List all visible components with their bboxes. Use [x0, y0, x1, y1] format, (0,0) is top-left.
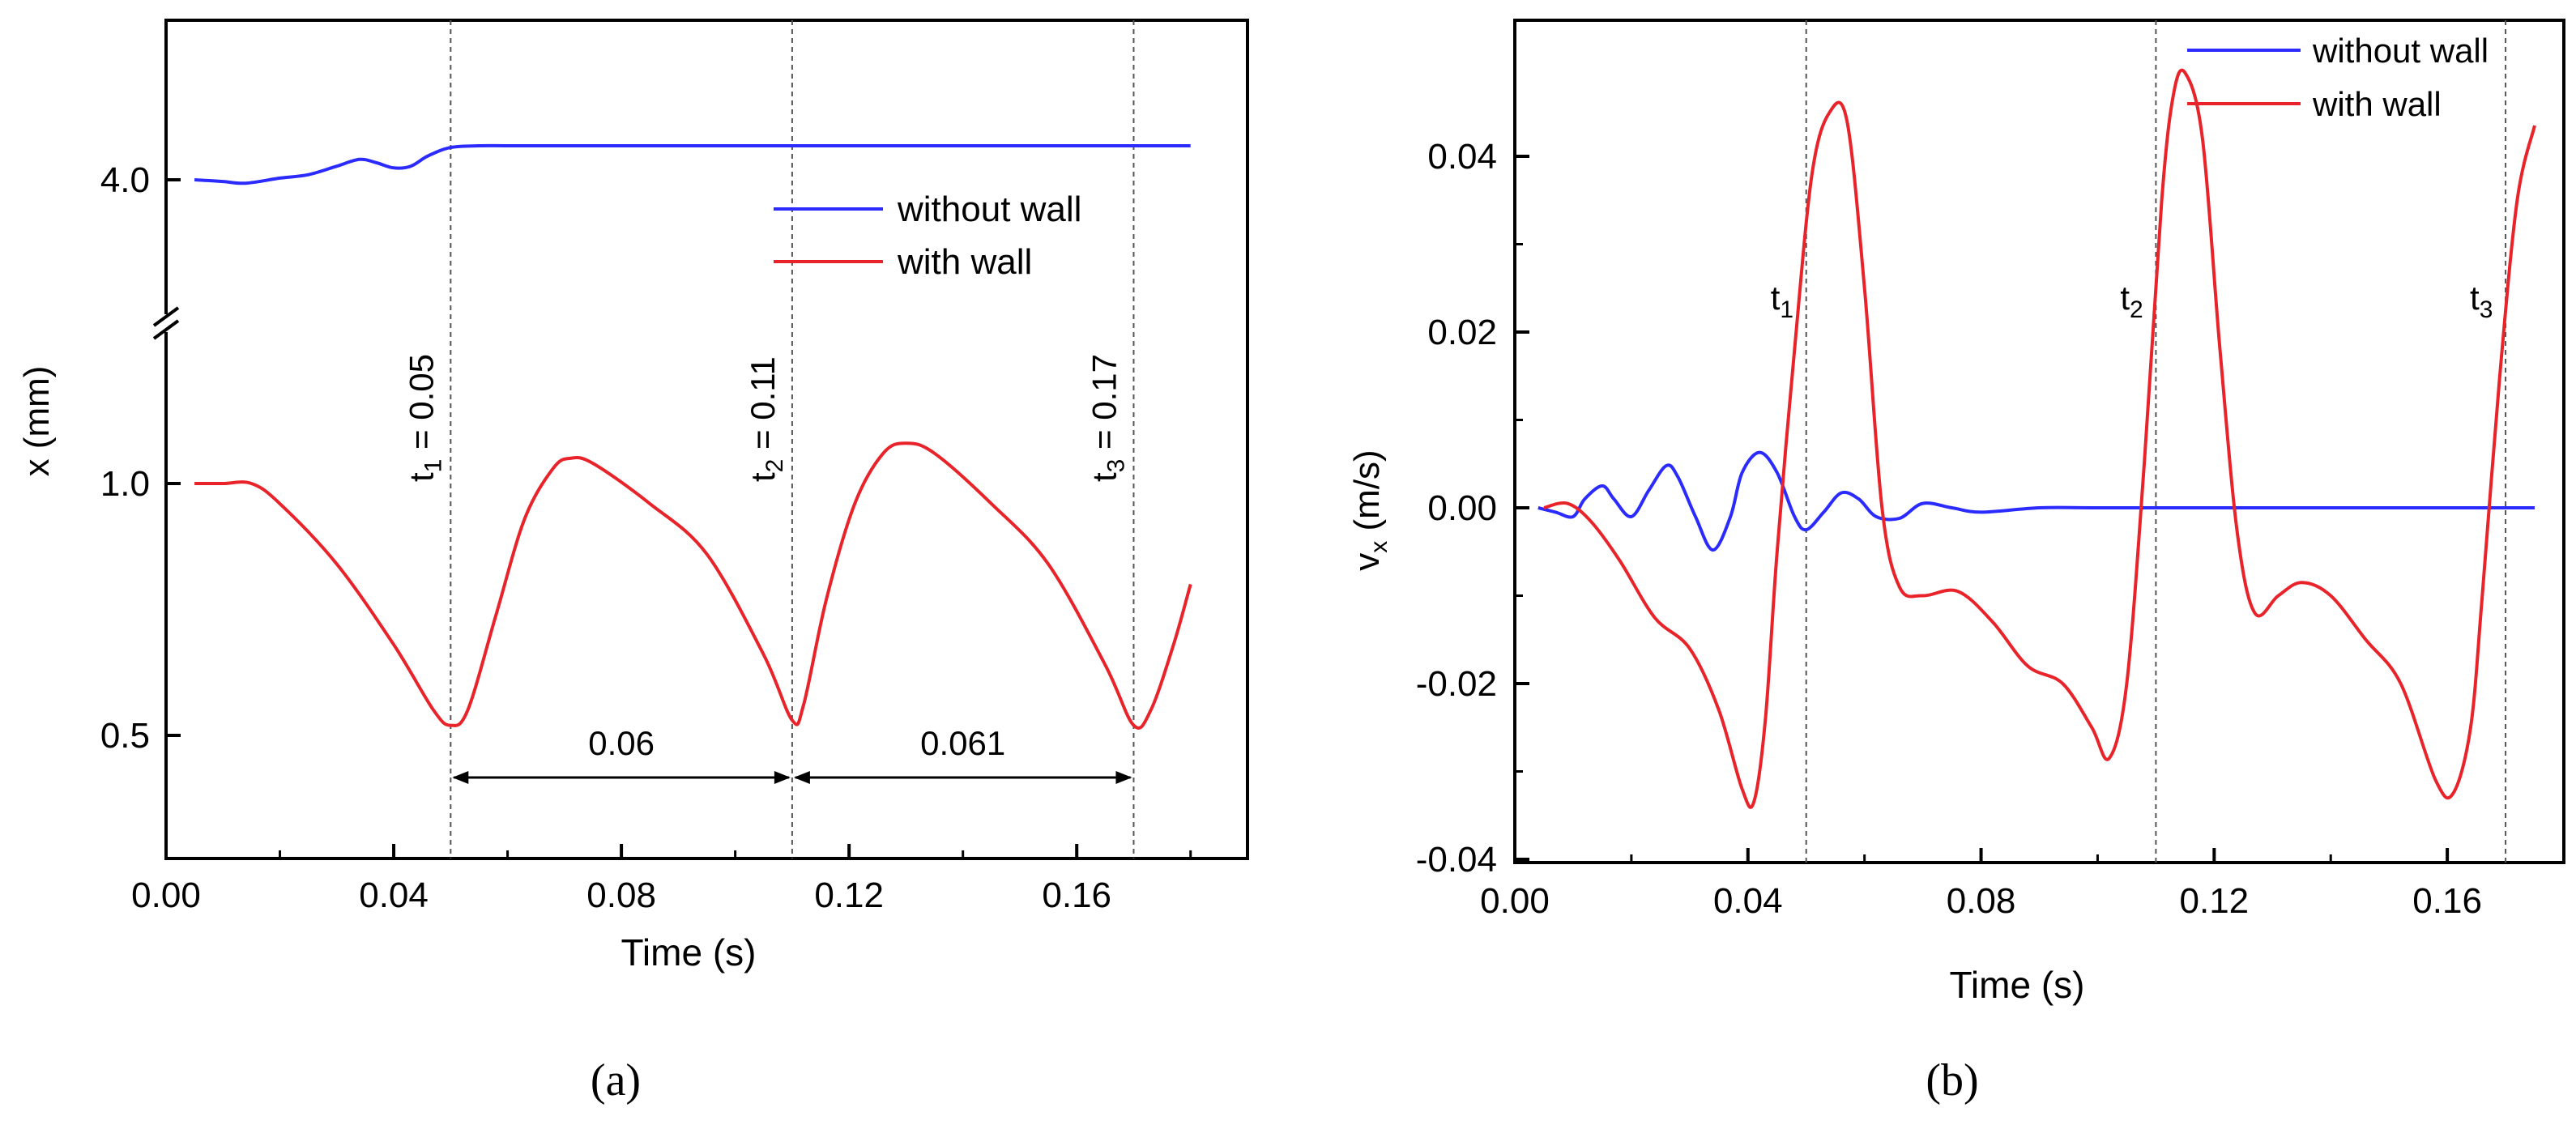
marker-label-t1: t1 — [1771, 279, 1793, 323]
panel-a-x-tick-label: 0.00 — [131, 876, 201, 915]
marker-label-t2: t2 — [2120, 279, 2143, 323]
panel-a-y-axis-label: x (mm) — [17, 366, 57, 477]
panel-b-x-tick-label: 0.00 — [1480, 881, 1550, 921]
marker-label-t3: t3 = 0.17 — [1085, 354, 1129, 482]
y-label-sub: x — [1366, 541, 1392, 553]
marker-value: = 0.17 — [1085, 354, 1123, 459]
marker-label-t2: t2 = 0.11 — [744, 356, 788, 482]
legend-label-without-wall: without wall — [2312, 32, 2489, 70]
marker-t: t — [402, 472, 440, 482]
panel-a-legend: without wall with wall — [774, 190, 1081, 282]
marker-sub: 2 — [2130, 296, 2143, 323]
panel-b-x-axis-label: Time (s) — [1950, 964, 2085, 1006]
interval-label: 0.061 — [920, 724, 1005, 762]
svg-text:t3 = 0.17: t3 = 0.17 — [1085, 354, 1129, 482]
panel-b-x-tick-label: 0.04 — [1713, 881, 1783, 921]
legend-label-with-wall: with wall — [2312, 85, 2442, 123]
panel-a-y-tick-label: 4.0 — [100, 160, 150, 200]
panel-a-x-tick-label: 0.08 — [586, 876, 656, 915]
panel-a-chart: 0.00 0.04 0.08 0.12 0.164.00.51.0 t1 = 0.05t… — [17, 19, 1249, 1106]
panel-a-frame — [164, 19, 1249, 860]
panel-b-x-tick-label: 0.12 — [2180, 881, 2250, 921]
svg-text:t2 = 0.11: t2 = 0.11 — [744, 356, 788, 482]
marker-sub: 3 — [2480, 296, 2493, 323]
marker-label-t1: t1 = 0.05 — [402, 354, 446, 482]
interval-label: 0.06 — [588, 724, 655, 762]
legend-label-without-wall: without wall — [897, 190, 1081, 229]
marker-sub: 2 — [761, 459, 788, 473]
series-without-wall — [1537, 450, 2535, 552]
svg-text:t1 = 0.05: t1 = 0.05 — [402, 354, 446, 482]
marker-value: = 0.05 — [402, 354, 440, 459]
marker-sub: 3 — [1102, 459, 1129, 473]
legend-label-with-wall: with wall — [897, 242, 1032, 282]
panel-b-y-tick-label: 0.00 — [1427, 488, 1497, 528]
panel-b-x-tick-label: 0.08 — [1947, 881, 2016, 921]
panel-b-legend: without wall with wall — [2187, 32, 2489, 123]
interval-arrow-head-right — [774, 771, 791, 784]
panel-a-caption: (a) — [591, 1055, 641, 1106]
panel-b-frame — [1513, 19, 2565, 864]
panel-a-x-axis-label: Time (s) — [621, 931, 757, 973]
y-label-v: v — [1347, 553, 1387, 571]
interval-arrow-head-left — [452, 771, 469, 784]
marker-t: t — [1771, 279, 1781, 317]
marker-sub: 1 — [1780, 296, 1793, 323]
panel-b-chart: 0.00 0.04 0.08 0.12 0.16 -0.04 -0.02 0.00 0.02 0.… — [1347, 19, 2565, 1106]
panel-a-y-tick-label: 1.0 — [100, 464, 150, 504]
interval-arrow-head-left — [793, 771, 810, 784]
y-label-unit: (m/s) — [1347, 449, 1387, 540]
panel-a-x-tick-label: 0.16 — [1042, 876, 1111, 915]
panel-b-y-axis-label: vx (m/s) — [1347, 449, 1392, 570]
marker-t: t — [744, 472, 782, 482]
panel-b-y-tick-label: -0.02 — [1416, 664, 1497, 704]
interval-arrow-head-right — [1115, 771, 1132, 784]
panel-b-y-tick-label: 0.04 — [1427, 137, 1497, 177]
marker-label-t3: t3 — [2470, 279, 2493, 323]
marker-t: t — [2120, 279, 2130, 317]
panel-b-y-tick-label: -0.04 — [1416, 840, 1497, 880]
panel-b-caption: (b) — [1926, 1055, 1978, 1106]
panel-b-x-tick-label: 0.16 — [2412, 881, 2482, 921]
series-with-wall — [194, 441, 1192, 730]
y-axis-break-mark — [152, 306, 180, 340]
series-without-wall — [194, 143, 1191, 185]
series-with-wall — [1543, 68, 2536, 809]
marker-t: t — [2470, 279, 2480, 317]
panel-a-x-tick-label: 0.04 — [359, 876, 429, 915]
marker-sub: 1 — [420, 459, 446, 473]
marker-value: = 0.11 — [744, 356, 782, 459]
panel-a-x-tick-label: 0.12 — [814, 876, 884, 915]
panel-a-y-tick-label: 0.5 — [100, 716, 150, 756]
panel-b-y-tick-label: 0.02 — [1427, 313, 1497, 352]
marker-t: t — [1085, 472, 1123, 482]
